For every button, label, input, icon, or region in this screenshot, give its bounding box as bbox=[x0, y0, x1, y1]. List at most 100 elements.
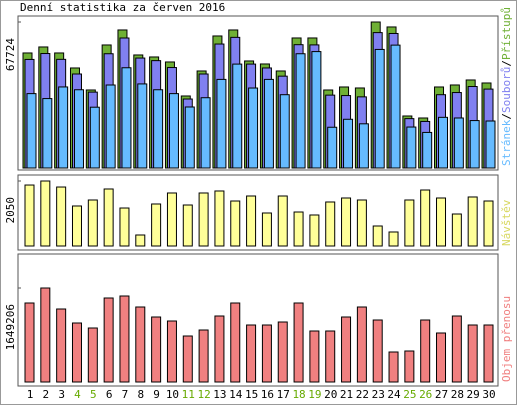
x-tick-label: 19 bbox=[308, 388, 321, 401]
y-tick-label: 1649206 bbox=[4, 304, 17, 350]
bar bbox=[483, 200, 494, 247]
bar bbox=[105, 84, 116, 169]
bar bbox=[420, 319, 431, 383]
x-tick-label: 14 bbox=[229, 388, 243, 401]
bar bbox=[406, 126, 417, 169]
chart-title: Denní statistika za červen 2016 bbox=[20, 1, 225, 14]
x-tick-label: 18 bbox=[292, 388, 305, 401]
bar bbox=[184, 106, 195, 169]
bar bbox=[341, 316, 352, 383]
x-tick-label: 15 bbox=[245, 388, 258, 401]
bar bbox=[121, 67, 132, 169]
bar bbox=[151, 203, 162, 247]
bar bbox=[372, 225, 383, 247]
bar bbox=[438, 116, 449, 169]
legend-separator: / bbox=[500, 113, 513, 120]
bar bbox=[119, 295, 130, 383]
legend-entry: Objem přenosu bbox=[500, 296, 513, 382]
x-tick-label: 5 bbox=[90, 388, 97, 401]
bar bbox=[263, 78, 274, 169]
bar bbox=[58, 86, 69, 169]
bar bbox=[40, 287, 51, 383]
bar bbox=[214, 190, 225, 247]
bar bbox=[26, 93, 37, 169]
bar bbox=[200, 97, 211, 169]
bar bbox=[404, 350, 415, 383]
bar bbox=[103, 297, 114, 383]
bar bbox=[293, 211, 304, 247]
x-tick-label: 13 bbox=[213, 388, 226, 401]
legend-entry: Návštěv bbox=[500, 199, 513, 246]
bar bbox=[71, 322, 82, 383]
bar bbox=[135, 306, 146, 383]
legend: Objem přenosu bbox=[500, 296, 513, 382]
x-tick-label: 21 bbox=[340, 388, 353, 401]
x-tick-label: 6 bbox=[106, 388, 113, 401]
y-tick-label: 2050 bbox=[4, 197, 17, 224]
bar bbox=[356, 199, 367, 247]
bar bbox=[467, 196, 478, 247]
bar bbox=[73, 89, 84, 169]
bar bbox=[182, 335, 193, 383]
bar bbox=[198, 192, 209, 247]
x-tick-label: 1 bbox=[27, 388, 34, 401]
x-tick-label: 23 bbox=[372, 388, 385, 401]
bar bbox=[293, 302, 304, 383]
bar bbox=[404, 199, 415, 247]
bar bbox=[42, 98, 53, 169]
legend: Stránek/Souborů/Přístupů bbox=[500, 7, 513, 166]
bar bbox=[230, 302, 241, 383]
bar bbox=[182, 204, 193, 247]
x-tick-label: 2 bbox=[43, 388, 50, 401]
bar bbox=[166, 192, 177, 247]
x-tick-label: 26 bbox=[419, 388, 432, 401]
bar bbox=[420, 189, 431, 247]
bar bbox=[24, 184, 35, 247]
bar bbox=[71, 205, 82, 247]
bar bbox=[483, 324, 494, 383]
bar bbox=[166, 320, 177, 383]
bar bbox=[388, 351, 399, 383]
bar bbox=[436, 197, 447, 247]
x-tick-label: 20 bbox=[324, 388, 337, 401]
bar bbox=[198, 329, 209, 383]
x-tick-label: 24 bbox=[387, 388, 401, 401]
bar bbox=[216, 78, 227, 169]
bar bbox=[343, 118, 354, 169]
x-tick-label: 30 bbox=[482, 388, 495, 401]
bar bbox=[246, 324, 257, 383]
bar bbox=[309, 330, 320, 383]
x-tick-label: 10 bbox=[166, 388, 179, 401]
legend: Návštěv bbox=[500, 199, 513, 246]
bar bbox=[56, 186, 67, 247]
x-tick-label: 3 bbox=[58, 388, 65, 401]
bar bbox=[325, 330, 336, 383]
bar bbox=[311, 51, 322, 169]
bar bbox=[374, 48, 385, 169]
bar bbox=[87, 199, 98, 247]
bar bbox=[372, 319, 383, 383]
bar bbox=[24, 302, 35, 383]
x-tick-label: 27 bbox=[435, 388, 448, 401]
bar bbox=[151, 316, 162, 383]
bar bbox=[451, 213, 462, 247]
x-tick-label: 12 bbox=[197, 388, 210, 401]
legend-entry: Souborů bbox=[500, 67, 513, 113]
x-tick-label: 22 bbox=[356, 388, 369, 401]
y-tick-label: 67724 bbox=[4, 38, 17, 71]
bar bbox=[279, 94, 290, 169]
bar bbox=[214, 315, 225, 383]
legend-entry: Přístupů bbox=[500, 7, 513, 60]
bar bbox=[87, 327, 98, 383]
x-tick-label: 25 bbox=[403, 388, 416, 401]
bar bbox=[40, 180, 51, 247]
x-tick-label: 7 bbox=[122, 388, 129, 401]
bar bbox=[230, 200, 241, 247]
bar bbox=[56, 308, 67, 383]
bar bbox=[309, 214, 320, 247]
bar bbox=[388, 231, 399, 247]
bar bbox=[261, 212, 272, 247]
bar bbox=[248, 87, 259, 169]
x-tick-label: 9 bbox=[153, 388, 160, 401]
